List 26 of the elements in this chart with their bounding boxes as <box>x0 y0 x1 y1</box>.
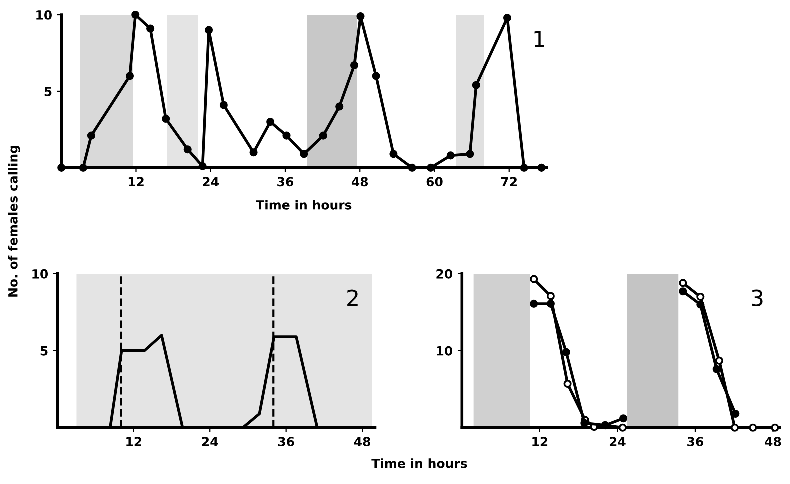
x-tick-label: 36 <box>278 437 294 447</box>
x-tick-label: 12 <box>128 177 144 186</box>
annotation: 3 <box>752 290 763 307</box>
x-tick-label: 60 <box>426 177 443 187</box>
y-tick-label: 5 <box>44 87 52 96</box>
x-tick-label: 48 <box>354 437 370 447</box>
x-tick-label: 12 <box>126 437 142 446</box>
y-tick-label: 20 <box>436 269 453 279</box>
x-tick-label: 72 <box>502 177 517 186</box>
y-tick-label: 10 <box>437 346 453 356</box>
x-tick-label: 48 <box>352 177 368 187</box>
x-tick-label: 24 <box>202 437 218 446</box>
x-tick-label: 36 <box>278 177 294 187</box>
annotation: 2 <box>348 290 358 306</box>
x-tick-label: 12 <box>532 437 548 446</box>
y-tick-label: 10 <box>32 269 48 279</box>
y-tick-label: 10 <box>36 10 52 20</box>
y-tick-label: 5 <box>40 346 48 356</box>
x-axis-title: Time in hours <box>256 200 352 210</box>
x-tick-label: 48 <box>765 437 782 447</box>
x-tick-label: 36 <box>688 437 704 447</box>
x-tick-label: 24 <box>610 437 626 446</box>
x-axis-title: Time in hours <box>372 458 468 468</box>
x-tick-label: 24 <box>203 177 219 186</box>
y-axis-title: No. of females calling <box>8 146 20 297</box>
annotation: 1 <box>534 30 544 48</box>
